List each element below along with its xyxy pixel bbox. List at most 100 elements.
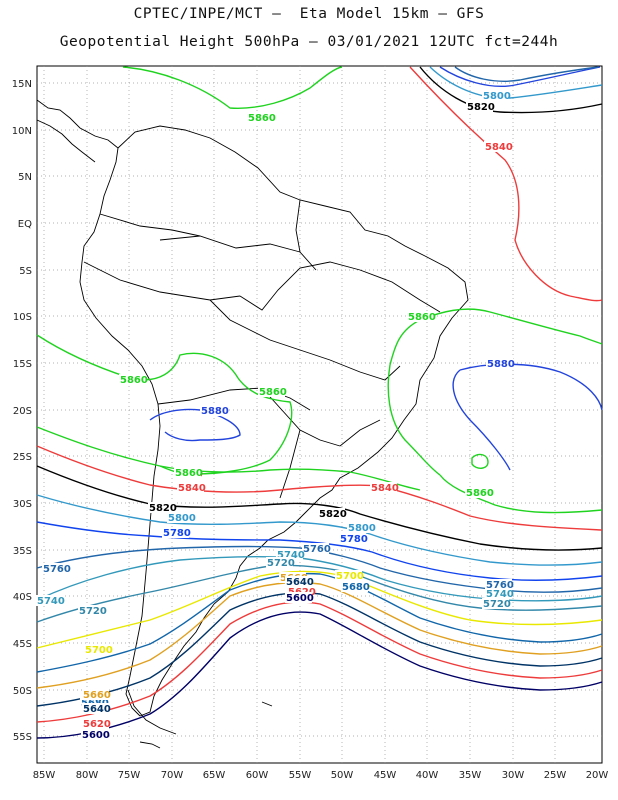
contour-label-bg (485, 579, 512, 590)
contour-label: 5820 (319, 509, 347, 520)
lon-label: 85W (33, 770, 56, 781)
longitude-labels: 85W 80W 75W 70W 65W 60W 55W 50W 45W 40W … (33, 770, 609, 781)
contour-label-bg (482, 90, 509, 101)
contour-label-bg (347, 522, 374, 533)
contour-label: 5640 (286, 577, 314, 588)
contour-label: 5700 (336, 571, 364, 582)
lat-label: 10N (12, 126, 32, 137)
contour-label-bg (174, 467, 201, 478)
contour-label-bg (82, 689, 109, 700)
contour-label: 5700 (85, 645, 113, 656)
contour-label: 5800 (168, 513, 196, 524)
contour-label: 5720 (483, 599, 511, 610)
contour-label: 5760 (43, 564, 71, 575)
lat-label: 45S (13, 639, 32, 650)
lat-label: 40S (13, 592, 32, 603)
contour-label-bg (84, 644, 111, 655)
contour-label: 5740 (37, 596, 65, 607)
contour-label: 5820 (467, 102, 495, 113)
lon-label: 65W (203, 770, 226, 781)
contour-label-bg (42, 563, 69, 574)
contour-labels: 5860580058205840586058805860586058805840… (36, 90, 515, 741)
contour-label: 5880 (487, 359, 515, 370)
lon-label: 20W (586, 770, 609, 781)
lat-label: 5S (19, 266, 32, 277)
lon-label: 35W (459, 770, 482, 781)
contour-label: 5840 (178, 483, 206, 494)
contour-label-bg (167, 512, 194, 523)
lon-label: 60W (246, 770, 269, 781)
contour-label: 5640 (83, 704, 111, 715)
contour-label: 5860 (248, 113, 276, 124)
contour-label: 5680 (342, 582, 370, 593)
lat-label: 50S (13, 686, 32, 697)
lon-label: 80W (76, 770, 99, 781)
lon-label: 40W (416, 770, 439, 781)
contour-label-bg (148, 502, 175, 513)
contour-label: 5880 (201, 406, 229, 417)
contour-label-bg (266, 557, 293, 568)
lon-label: 55W (289, 770, 312, 781)
lat-label: 25S (13, 452, 32, 463)
contour-label: 5780 (340, 534, 368, 545)
lat-label: 30S (13, 499, 32, 510)
contour-label: 5760 (303, 544, 331, 555)
contour-label-bg (82, 703, 109, 714)
lon-label: 30W (502, 770, 525, 781)
lat-label: 35S (13, 546, 32, 557)
lat-label: 10S (13, 312, 32, 323)
contour-label-bg (370, 482, 397, 493)
lon-label: 45W (374, 770, 397, 781)
contour-label: 5800 (348, 523, 376, 534)
contour-label-bg (177, 482, 204, 493)
contour-label: 5860 (466, 488, 494, 499)
lat-label: 20S (13, 406, 32, 417)
contour-label-bg (80, 697, 107, 708)
contour-label: 5780 (163, 528, 191, 539)
contour-label-bg (287, 586, 314, 597)
contour-label: 5600 (286, 593, 314, 604)
contour-label: 5720 (267, 558, 295, 569)
contour-label-bg (36, 595, 63, 606)
contour-label-bg (485, 588, 512, 599)
contour-label: 5860 (408, 312, 436, 323)
contour-label-bg (341, 581, 368, 592)
contour-label: 5620 (83, 719, 111, 730)
contour-label-bg (484, 141, 511, 152)
contour-label-bg (200, 405, 227, 416)
contour-label: 5800 (483, 91, 511, 102)
lat-label: 55S (13, 732, 32, 743)
contour-label: 5740 (486, 589, 514, 600)
lat-label: 5N (18, 172, 32, 183)
contour-label-bg (276, 549, 303, 560)
map-subtitle: Geopotential Height 500hPa – 03/01/2021 … (59, 34, 559, 50)
contour-label: 5660 (83, 690, 111, 701)
contour-label-bg (119, 374, 146, 385)
lat-label: 15N (12, 79, 32, 90)
contour-label-bg (258, 386, 285, 397)
contour-label: 5840 (371, 483, 399, 494)
contour-label-bg (82, 718, 109, 729)
contour-label: 5860 (120, 375, 148, 386)
contour-label: 5840 (485, 142, 513, 153)
lon-label: 75W (118, 770, 141, 781)
latitude-labels: 15N 10N 5N EQ 5S 10S 15S 20S 25S 30S 35S… (12, 79, 32, 743)
contour-label-bg (81, 729, 108, 740)
lat-label: EQ (18, 219, 32, 230)
contour-label: 5760 (486, 580, 514, 591)
contour-label: 5860 (175, 468, 203, 479)
contour-label: 5740 (277, 550, 305, 561)
map-title: CPTEC/INPE/MCT – Eta Model 15km – GFS (133, 6, 485, 22)
contour-label-bg (302, 543, 329, 554)
contour-label-bg (482, 598, 509, 609)
contour-label-bg (318, 508, 345, 519)
lon-label: 50W (331, 770, 354, 781)
contour-label-bg (335, 570, 362, 581)
contour-label-bg (78, 605, 105, 616)
contour-label-bg (285, 592, 312, 603)
contour-label-bg (407, 311, 434, 322)
contour-label: 5860 (259, 387, 287, 398)
contour-label-bg (162, 527, 189, 538)
contour-label-bg (465, 487, 492, 498)
